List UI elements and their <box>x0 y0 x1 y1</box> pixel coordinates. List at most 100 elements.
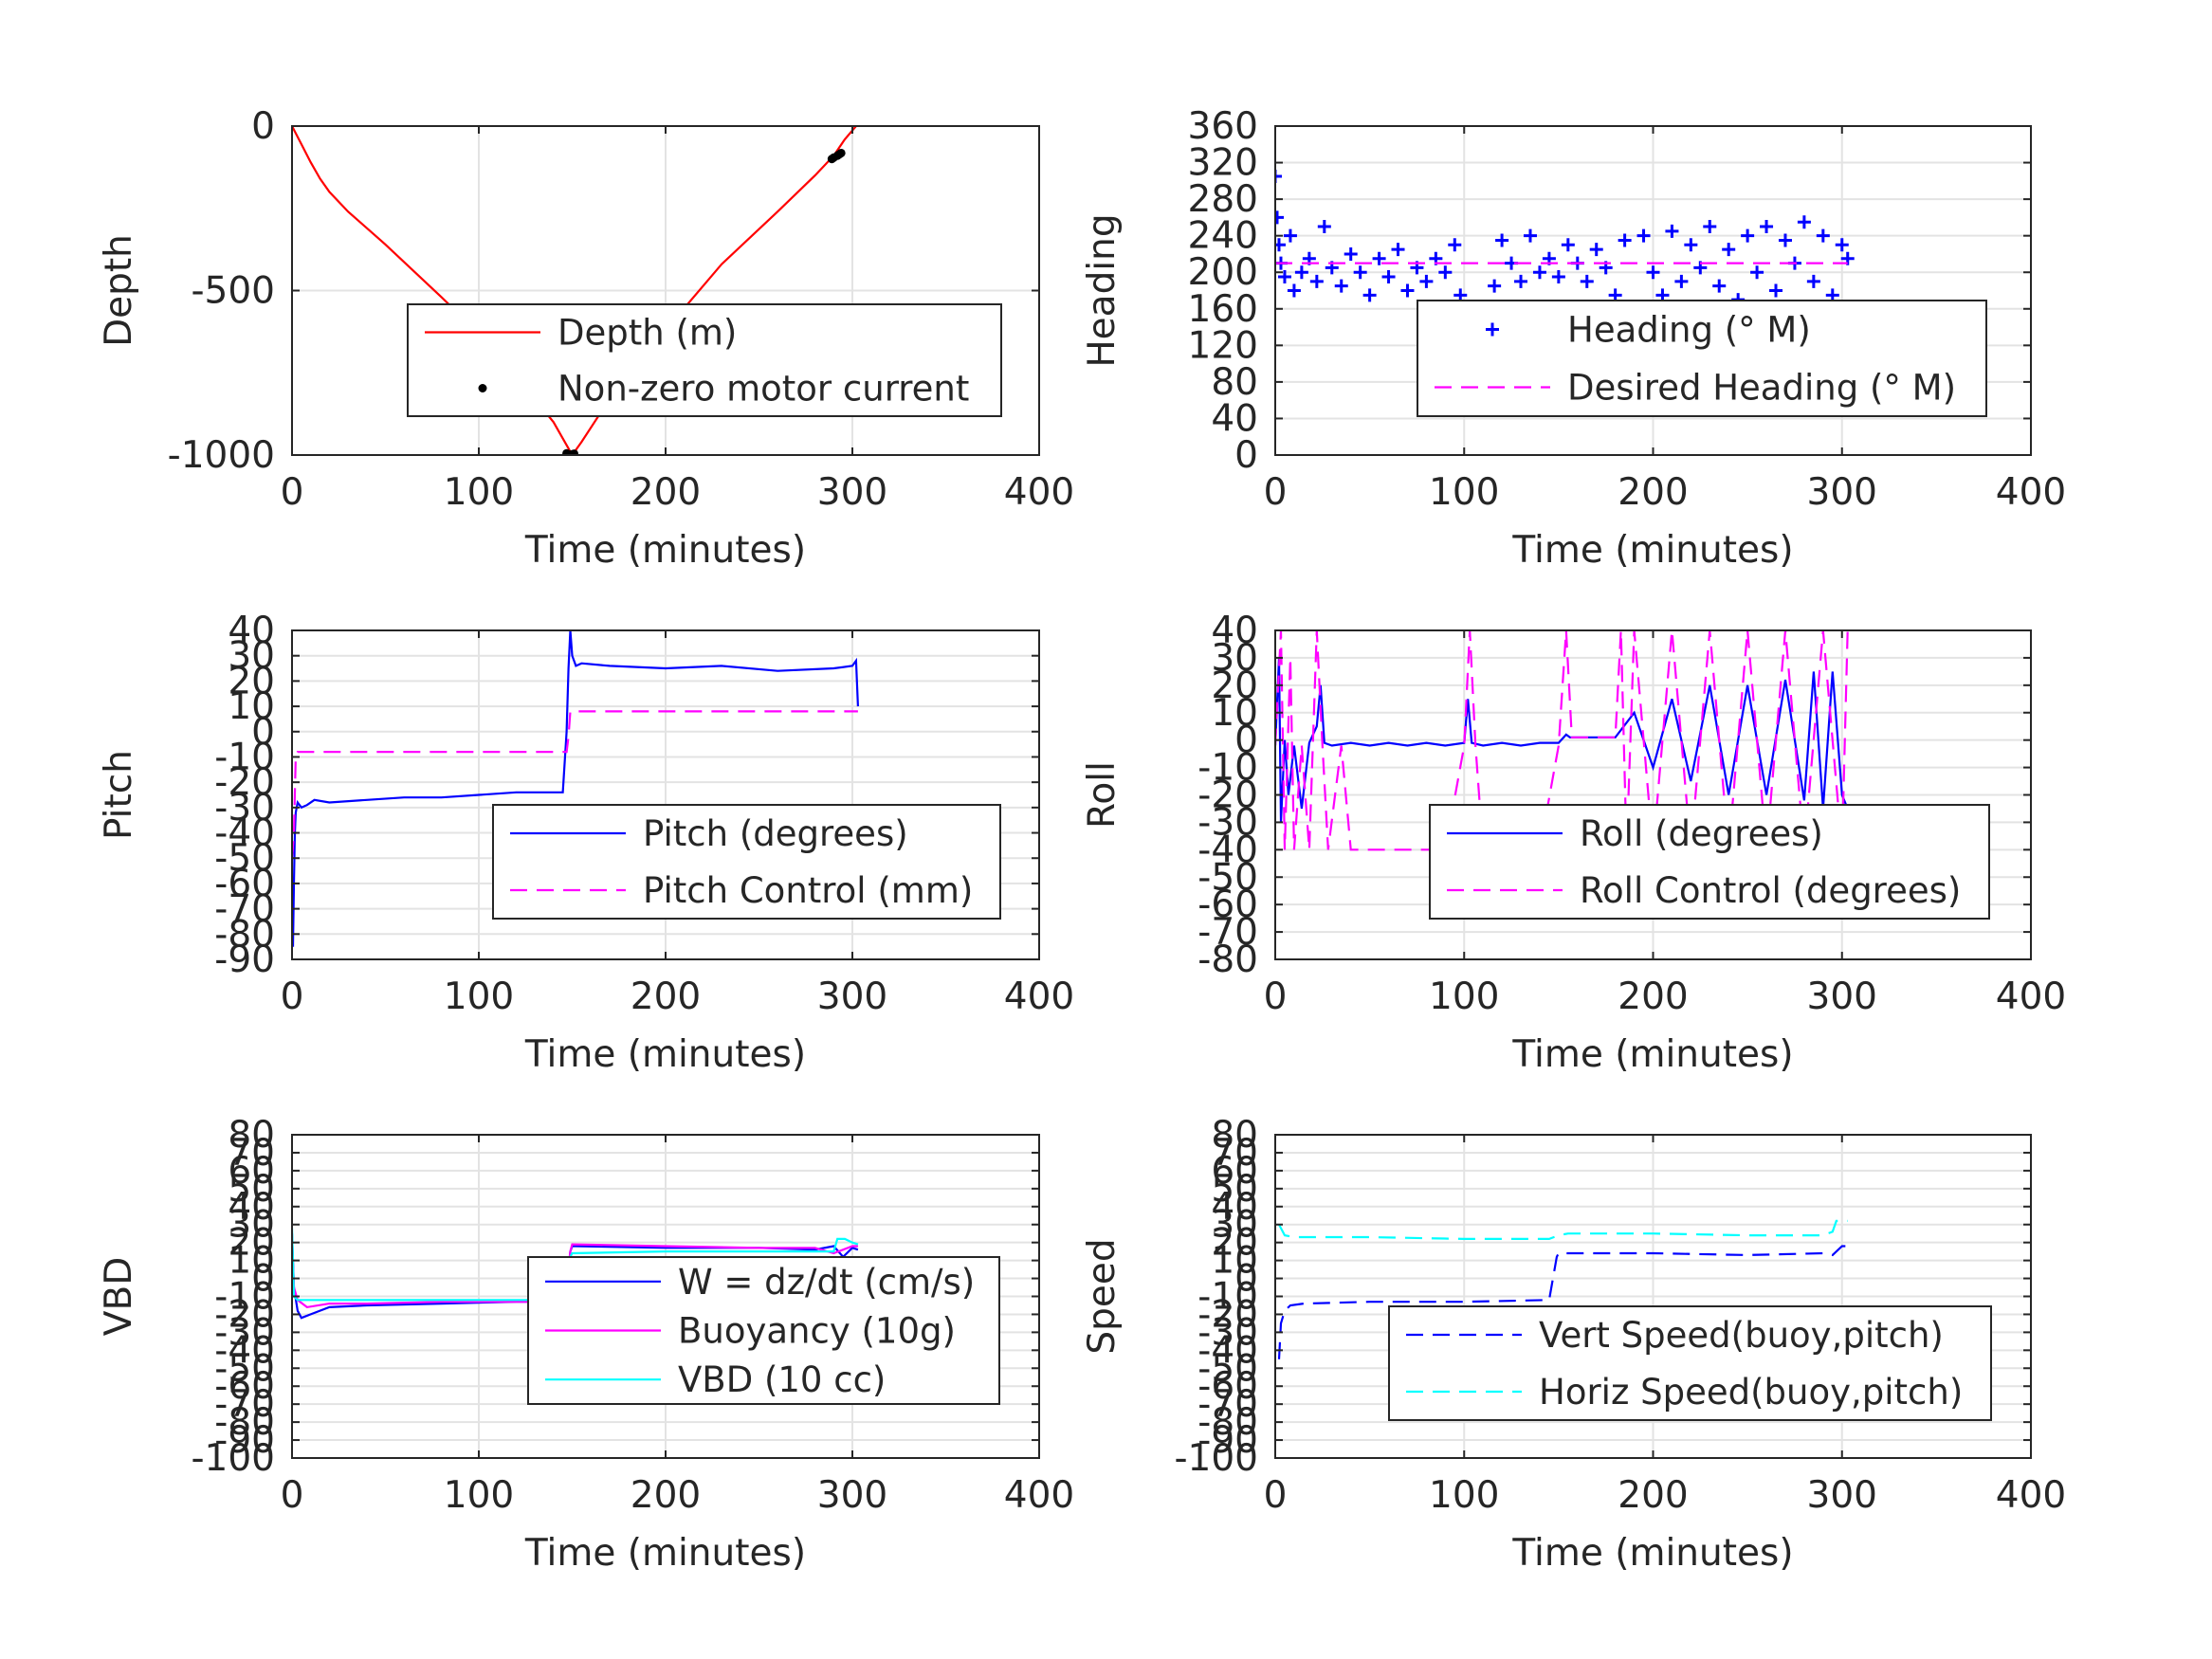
y-tick-label: 10 <box>1211 692 1258 735</box>
x-tick-label: 300 <box>817 975 887 1018</box>
legend: Roll (degrees) Roll Control (degrees) <box>1429 804 1990 920</box>
x-tick-label: 0 <box>281 471 304 514</box>
legend-label: Non-zero motor current <box>558 369 969 410</box>
y-tick-label: -30 <box>1197 1311 1258 1354</box>
data-point <box>1655 288 1670 302</box>
y-tick-label: -100 <box>191 1437 275 1480</box>
y-tick-label: 240 <box>1188 215 1258 258</box>
y-tick-label: -100 <box>1174 1437 1258 1480</box>
x-tick-label: 0 <box>1264 1474 1288 1517</box>
legend-label: Buoyancy (10g) <box>678 1311 956 1352</box>
subplot-1: 0 100 200 300 400 0 -500 -1000 Time (minutes) Dep… <box>98 105 1074 572</box>
y-tick-label: 40 <box>228 1186 275 1229</box>
x-tick-label: 200 <box>631 471 701 514</box>
y-tick-label: 80 <box>1211 1114 1258 1157</box>
subplot-3: 0 100 200 300 400403020100-10-20-30-40-50-60… <box>98 610 1074 1076</box>
data-point <box>1419 274 1434 288</box>
data-point <box>1514 274 1528 288</box>
y-tick-label: 40 <box>1211 610 1258 652</box>
legend-box <box>1429 804 1990 920</box>
y-tick-label: 20 <box>228 1222 275 1265</box>
y-tick-label: -40 <box>214 1329 275 1372</box>
legend-label: Desired Heading (° M) <box>1567 368 1956 409</box>
data-point <box>1453 288 1468 302</box>
y-tick-label: 70 <box>1211 1132 1258 1175</box>
y-tick-label: -20 <box>1197 775 1258 817</box>
subplot-5: 0 100 200 300 40080706050403020100-10-20-30-… <box>98 1114 1074 1575</box>
legend-label: Vert Speed(buoy,pitch) <box>1539 1315 1944 1356</box>
data-point <box>1495 233 1509 247</box>
legend-swatch <box>478 384 487 392</box>
series-group <box>292 126 857 455</box>
y-tick-label: -80 <box>214 913 275 956</box>
y-tick-label: -90 <box>214 1419 275 1462</box>
legend-box <box>492 804 1001 920</box>
y-tick-label: 10 <box>228 1240 275 1283</box>
legend-box <box>1388 1305 1992 1421</box>
y-tick-label: -30 <box>1197 801 1258 844</box>
y-tick-label: -50 <box>214 837 275 880</box>
data-point <box>1438 265 1453 280</box>
y-tick-label: -1000 <box>168 434 275 477</box>
y-tick-label: -50 <box>1197 856 1258 899</box>
legend: Depth (m) Non-zero motor current <box>407 303 1002 417</box>
legend: W = dz/dt (cm/s) Buoyancy (10g) VBD (10 cc… <box>527 1256 1000 1405</box>
y-tick-label: -60 <box>214 1365 275 1408</box>
y-tick-label: -40 <box>1197 1329 1258 1372</box>
series-line <box>292 630 859 947</box>
y-tick-label: 10 <box>228 685 275 728</box>
data-point <box>1797 215 1811 229</box>
data-point <box>836 148 846 157</box>
data-point <box>1532 265 1546 280</box>
x-tick-label: 200 <box>631 1474 701 1517</box>
y-tick-label: -30 <box>214 787 275 830</box>
legend-swatch <box>1486 322 1499 337</box>
legend-label: VBD (10 cc) <box>678 1359 886 1400</box>
y-tick-label: 30 <box>1211 637 1258 680</box>
legend-label: Depth (m) <box>558 313 737 354</box>
legend-label: Heading (° M) <box>1567 310 1811 351</box>
data-point <box>1551 270 1565 284</box>
y-tick-label: 20 <box>1211 1222 1258 1265</box>
y-tick-label: -20 <box>214 761 275 804</box>
data-point <box>1646 265 1660 280</box>
data-point <box>569 449 578 455</box>
y-tick-label: -20 <box>214 1293 275 1336</box>
x-tick-label: 400 <box>1996 471 2066 514</box>
x-tick-label: 300 <box>1807 471 1877 514</box>
y-tick-label: -70 <box>1197 1383 1258 1426</box>
x-tick-label: 0 <box>1264 471 1288 514</box>
data-point <box>1275 238 1286 252</box>
y-tick-label: 30 <box>1211 1204 1258 1247</box>
data-point <box>1674 274 1689 288</box>
y-tick-label: -10 <box>214 736 275 778</box>
x-tick-label: 400 <box>1996 975 2066 1018</box>
series-line <box>1277 1245 1848 1359</box>
y-tick-label: 60 <box>1211 1150 1258 1193</box>
data-point <box>1741 228 1755 243</box>
x-tick-label: 400 <box>1004 1474 1074 1517</box>
data-point <box>1665 224 1679 238</box>
y-axis-label: Depth <box>98 234 140 347</box>
y-tick-label: -500 <box>191 270 275 313</box>
y-tick-label: -40 <box>1197 829 1258 871</box>
y-axis-label: Speed <box>1081 1238 1124 1354</box>
data-point <box>1684 238 1698 252</box>
data-point <box>1825 288 1839 302</box>
legend-label: Pitch (degrees) <box>643 813 908 854</box>
x-tick-label: 100 <box>444 1474 514 1517</box>
y-tick-label: 80 <box>228 1114 275 1157</box>
x-tick-label: 400 <box>1004 471 1074 514</box>
y-tick-label: -80 <box>214 1401 275 1444</box>
x-tick-label: 100 <box>444 471 514 514</box>
y-tick-label: 0 <box>1234 720 1258 762</box>
y-tick-label: 0 <box>1234 434 1258 477</box>
legend-box <box>407 303 1002 417</box>
data-point <box>1769 283 1783 298</box>
y-tick-label: 40 <box>1211 397 1258 440</box>
y-tick-label: 360 <box>1188 105 1258 148</box>
y-tick-label: 70 <box>228 1132 275 1175</box>
y-tick-label: 120 <box>1188 324 1258 367</box>
y-tick-label: 0 <box>251 711 275 754</box>
